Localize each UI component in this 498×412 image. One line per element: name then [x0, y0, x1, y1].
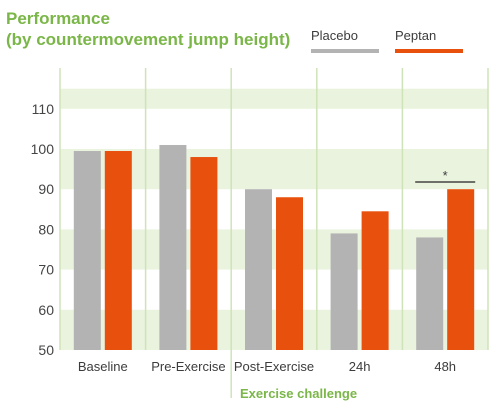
x-tick-label: Pre-Exercise: [151, 359, 225, 374]
x-tick-label: Post-Exercise: [234, 359, 314, 374]
y-tick-label: 80: [38, 221, 54, 237]
bar-placebo-baseline: [73, 151, 101, 350]
y-tick-label: 70: [38, 262, 54, 278]
bar-placebo-24h: [330, 233, 358, 350]
chart-title-line-1: Performance: [6, 9, 110, 28]
x-tick-label: Baseline: [78, 359, 128, 374]
legend-placebo-swatch: [311, 49, 379, 53]
y-tick-label: 90: [38, 181, 54, 197]
chart-title-line-2: (by countermovement jump height): [6, 30, 291, 49]
y-tick-label: 100: [31, 141, 55, 157]
bar-peptan-48h: [447, 189, 475, 350]
bar-placebo-48h: [416, 237, 444, 350]
y-tick-label: 50: [38, 342, 54, 358]
legend-peptan-swatch: [395, 49, 463, 53]
x-tick-label: 24h: [349, 359, 371, 374]
bar-placebo-post-exercise: [245, 189, 272, 350]
legend-peptan-label: Peptan: [395, 28, 437, 43]
y-tick-label: 110: [32, 101, 55, 117]
x-tick-label: 48h: [434, 359, 456, 374]
significance-star: *: [443, 168, 448, 183]
chart-title: Performance (by countermovement jump hei…: [6, 8, 290, 50]
bar-placebo-pre-exercise: [159, 144, 187, 350]
legend-placebo-label: Placebo: [311, 28, 358, 43]
bar-peptan-pre-exercise: [190, 157, 218, 350]
bar-peptan-24h: [361, 211, 389, 350]
bar-peptan-baseline: [104, 151, 132, 350]
grid-band: [60, 88, 488, 109]
legend-peptan: Peptan: [395, 28, 463, 53]
y-tick-label: 60: [38, 302, 54, 318]
exercise-challenge-label: Exercise challenge: [240, 386, 357, 401]
bar-peptan-post-exercise: [276, 197, 303, 350]
legend-placebo: Placebo: [311, 28, 379, 53]
